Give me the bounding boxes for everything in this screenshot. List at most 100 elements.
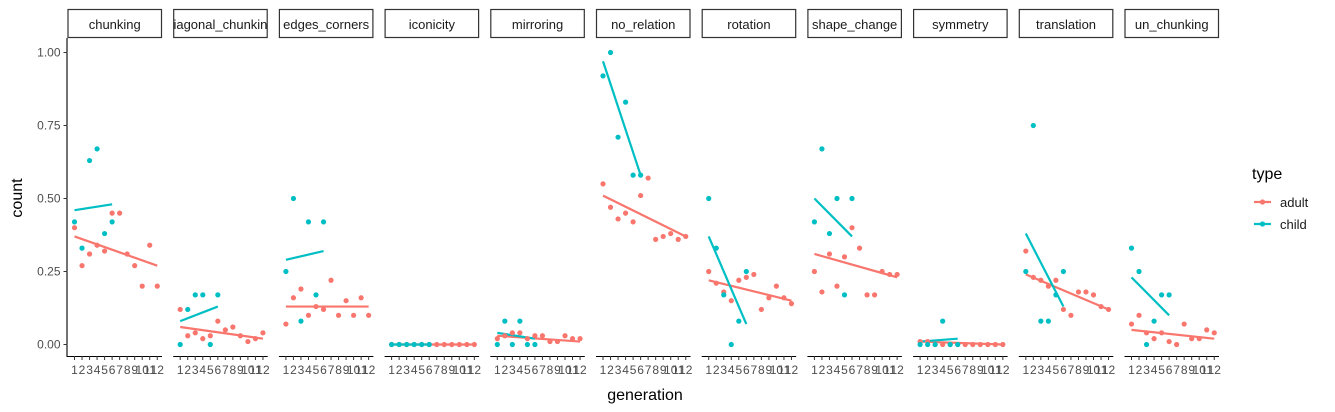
facet-strip xyxy=(278,8,374,39)
child-data-point xyxy=(1166,292,1172,298)
adult-data-point xyxy=(819,289,825,295)
x-tick-label: 8 xyxy=(441,363,448,377)
facet-label: symmetry xyxy=(932,17,989,32)
x-tick-label: 4 xyxy=(411,363,418,377)
x-tick-label: 2 xyxy=(819,363,826,377)
adult-data-point xyxy=(305,312,312,318)
adult-data-point xyxy=(683,233,689,240)
facet-strip xyxy=(595,8,691,39)
x-tick-label: 3 xyxy=(192,363,199,377)
x-tick-label: 5 xyxy=(1053,363,1060,377)
adult-data-point xyxy=(471,341,477,348)
x-tick-label: 6 xyxy=(849,363,856,377)
x-tick-label: 1 xyxy=(705,363,712,377)
adult-data-point xyxy=(826,251,833,257)
adult-data-point xyxy=(1211,330,1217,336)
x-tick-label: 4 xyxy=(834,363,841,377)
adult-data-point xyxy=(630,219,636,225)
x-tick-label: 6 xyxy=(426,363,433,377)
x-tick-label: 2 xyxy=(1136,363,1143,377)
x-tick-label: 5 xyxy=(207,363,214,377)
x-tick-label: 12 xyxy=(785,363,799,377)
x-tick-label: 11 xyxy=(566,363,579,377)
child-data-point xyxy=(313,292,319,298)
child-data-point xyxy=(192,292,198,298)
adult-data-point xyxy=(887,271,893,278)
adult-data-point xyxy=(358,295,364,301)
y-axis-title: count xyxy=(9,178,26,218)
child-data-point xyxy=(917,341,923,348)
x-tick-label: 6 xyxy=(954,363,961,377)
child-data-point xyxy=(834,195,840,202)
x-tick-label: 2 xyxy=(79,363,86,377)
x-tick-label: 9 xyxy=(343,363,350,377)
child-data-point xyxy=(1158,292,1165,298)
adult-data-point xyxy=(1105,306,1112,313)
x-tick-label: 2 xyxy=(501,363,508,377)
child-data-point xyxy=(524,341,530,348)
adult-data-point xyxy=(622,210,629,216)
y-tick-label: 0.25 xyxy=(37,265,61,279)
facet-strip xyxy=(1124,8,1220,39)
x-tick-label: 4 xyxy=(622,363,629,377)
adult-data-point xyxy=(577,336,583,342)
child-trend-line xyxy=(813,197,853,238)
child-data-point xyxy=(630,172,636,178)
x-tick-label: 1 xyxy=(494,363,501,377)
facet-label: shape_change xyxy=(812,17,897,32)
x-tick-label: 9 xyxy=(554,363,561,377)
x-tick-label: 7 xyxy=(962,363,969,377)
adult-data-point xyxy=(509,330,515,336)
child-data-point xyxy=(1060,268,1067,275)
adult-trend-line xyxy=(1025,273,1109,311)
x-tick-label: 10 xyxy=(1087,363,1101,377)
x-tick-label: 11 xyxy=(355,363,368,377)
legend-label: child xyxy=(1280,217,1307,232)
x-tick-label: 3 xyxy=(1143,363,1150,377)
x-tick-label: 12 xyxy=(679,363,693,377)
facet-label: edges_corners xyxy=(283,17,369,32)
x-tick-label: 1 xyxy=(1128,363,1135,377)
child-data-point xyxy=(426,341,432,348)
x-tick-label: 6 xyxy=(743,363,750,377)
x-tick-label: 6 xyxy=(214,363,221,377)
x-tick-label: 8 xyxy=(230,363,237,377)
x-tick-label: 2 xyxy=(1030,363,1037,377)
adult-data-point xyxy=(977,341,983,348)
child-trend-line xyxy=(707,236,748,325)
adult-data-point xyxy=(230,324,236,330)
x-tick-label: 5 xyxy=(313,363,320,377)
x-tick-label: 5 xyxy=(524,363,531,377)
x-tick-label: 1 xyxy=(177,363,184,377)
adult-data-point xyxy=(237,333,243,339)
adult-data-point xyxy=(562,333,568,339)
child-data-point xyxy=(1023,268,1029,275)
adult-data-point xyxy=(653,236,659,242)
adult-data-point xyxy=(743,274,749,280)
x-tick-label: 7 xyxy=(856,363,863,377)
legend: type adult child xyxy=(1252,166,1309,232)
child-data-point xyxy=(713,245,719,251)
adult-trend-line xyxy=(74,235,158,267)
child-trend-line xyxy=(179,305,219,323)
facet-label: rotation xyxy=(727,17,770,32)
x-tick-label: 11 xyxy=(672,363,685,377)
adult-data-point xyxy=(147,242,153,248)
adult-data-point xyxy=(124,251,130,257)
child-data-point xyxy=(743,268,749,275)
x-tick-label: 2 xyxy=(713,363,720,377)
facet-strip xyxy=(912,8,1008,39)
y-tick-label: 1.00 xyxy=(37,46,61,60)
adult-data-point xyxy=(1045,283,1051,289)
x-tick-label: 8 xyxy=(124,363,131,377)
adult-data-point xyxy=(328,277,334,283)
adult-data-point xyxy=(645,175,651,181)
adult-data-point xyxy=(758,306,764,313)
x-tick-label: 12 xyxy=(996,363,1010,377)
child-data-point xyxy=(826,230,833,237)
